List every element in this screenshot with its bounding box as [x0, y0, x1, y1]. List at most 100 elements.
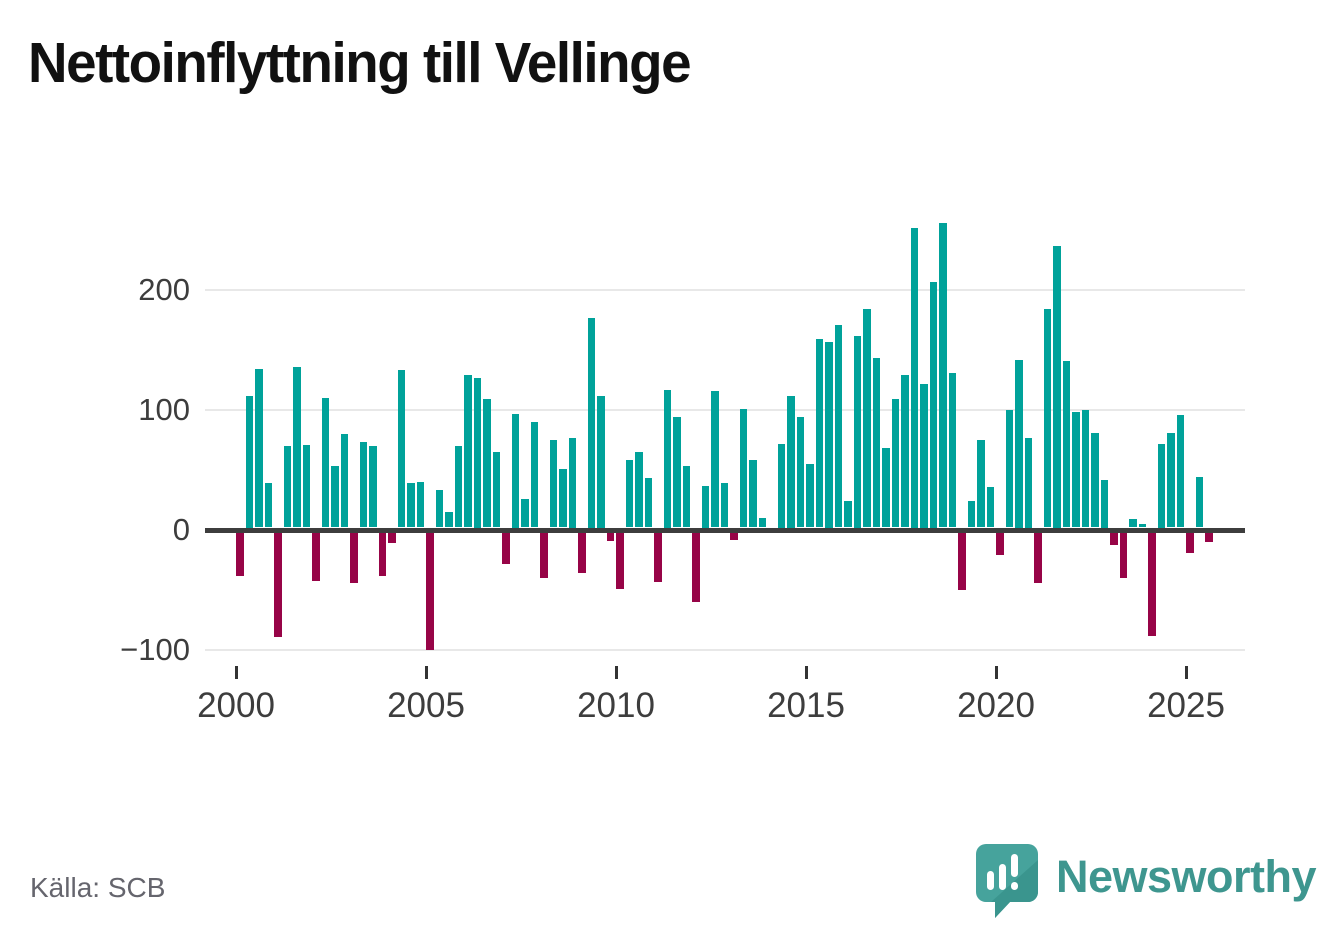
bar: [977, 439, 985, 528]
bar: [796, 417, 805, 528]
bar: [1043, 309, 1052, 528]
x-axis-label: 2025: [1147, 686, 1225, 725]
bar: [597, 395, 605, 528]
bar: [844, 501, 852, 528]
bar: [236, 532, 244, 576]
bar: [863, 309, 871, 528]
x-axis-tick: [994, 666, 998, 679]
bar: [312, 532, 320, 581]
bar: [1110, 532, 1118, 545]
bar: [492, 451, 501, 528]
bar: [806, 463, 814, 528]
bar: [787, 395, 795, 528]
x-axis-label: 2015: [767, 686, 845, 725]
x-axis-tick: [424, 666, 428, 679]
bar: [1005, 409, 1014, 528]
bar: [1034, 532, 1042, 583]
bar: [340, 433, 349, 528]
bar: [473, 377, 482, 528]
bar: [445, 511, 453, 528]
bar: [749, 460, 757, 528]
bar: [416, 481, 425, 528]
bar: [967, 501, 976, 528]
bar: [578, 532, 586, 574]
bar: [530, 421, 539, 528]
bar: [692, 532, 700, 603]
bar: [910, 227, 919, 528]
bar: [815, 339, 824, 528]
bar: [378, 532, 387, 576]
bar: [359, 442, 368, 528]
bar: [350, 532, 358, 583]
bar: [255, 369, 263, 528]
bar: [739, 408, 748, 528]
bar: [568, 437, 577, 528]
bar: [1062, 360, 1071, 528]
bar: [454, 445, 463, 528]
bar: [1157, 443, 1166, 528]
bar: [1205, 532, 1213, 543]
bar: [264, 483, 273, 528]
bar: [1081, 409, 1090, 528]
bar: [625, 460, 634, 528]
bar: [711, 390, 719, 528]
bar: [331, 466, 339, 528]
bar: [758, 517, 767, 528]
newsworthy-bubble-icon: [976, 844, 1038, 918]
bar: [929, 281, 938, 528]
x-axis-tick: [614, 666, 618, 679]
bar: [872, 358, 881, 528]
y-axis-label: −100: [120, 632, 190, 667]
bar: [948, 372, 957, 528]
bar: [388, 532, 396, 544]
bar: [435, 490, 444, 528]
bar: [245, 395, 254, 528]
bar: [521, 498, 529, 528]
bar: [1129, 519, 1137, 528]
bar: [834, 324, 843, 528]
chart-title: Nettoinflyttning till Vellinge: [28, 31, 692, 95]
bar: [464, 375, 472, 528]
bar: [502, 532, 510, 564]
bar: [1119, 532, 1128, 579]
bar: [407, 483, 415, 528]
bar: [1091, 432, 1099, 528]
newsworthy-wordmark: Newsworthy: [1056, 851, 1317, 902]
zero-axis-line: [205, 527, 1245, 533]
x-axis-label: 2000: [197, 686, 275, 725]
bar: [397, 370, 406, 528]
y-axis-labels: 200 100 0 −100: [0, 200, 190, 678]
y-axis-label: 200: [138, 272, 190, 307]
x-axis-label: 2010: [577, 686, 655, 725]
bar: [958, 532, 966, 591]
bar: [891, 399, 900, 528]
gridline--100: [205, 649, 1245, 651]
newsworthy-logo: Newsworthy: [976, 843, 1317, 919]
bar: [426, 532, 434, 651]
bar: [1148, 532, 1156, 636]
bar: [549, 439, 558, 528]
x-axis-tick: [1184, 666, 1188, 679]
bar: [1195, 477, 1204, 528]
bar: [682, 466, 691, 528]
bar: [939, 222, 947, 528]
bar: [644, 478, 653, 528]
bar: [283, 445, 292, 528]
plot-area: 2000 2005 2010 2015 2020 2025: [197, 200, 1245, 725]
bar: [293, 366, 301, 528]
gridline-200: [205, 289, 1245, 291]
x-axis-label: 2005: [387, 686, 465, 725]
y-axis-label: 100: [138, 392, 190, 427]
bar: [1100, 479, 1109, 528]
x-axis-tick: [234, 666, 238, 679]
bar: [1015, 359, 1023, 528]
x-axis-tick: [804, 666, 808, 679]
bar: [321, 397, 330, 528]
bar: [730, 532, 738, 540]
bar: [540, 532, 548, 579]
bar: [274, 532, 282, 637]
bar: [920, 383, 928, 528]
bar: [616, 532, 624, 589]
bar: [1053, 245, 1061, 528]
gridline-100: [205, 409, 1245, 411]
